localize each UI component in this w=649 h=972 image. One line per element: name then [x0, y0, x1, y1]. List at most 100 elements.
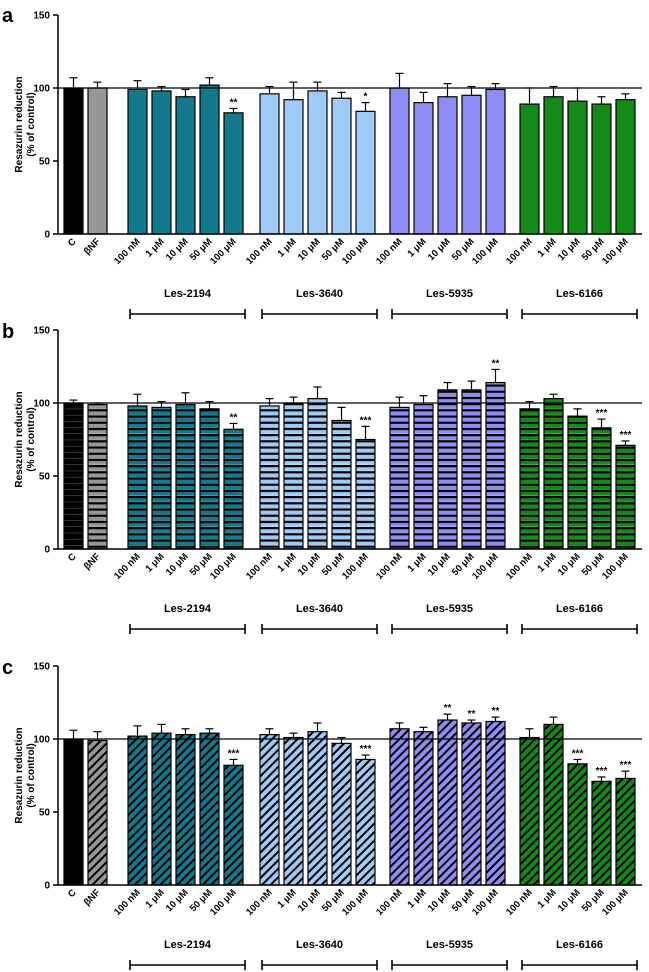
bar — [543, 96, 564, 235]
bar — [591, 103, 612, 235]
bar — [127, 88, 148, 235]
bar — [355, 758, 376, 886]
bar — [615, 444, 636, 550]
bar — [413, 731, 434, 886]
group-bracket-les-6166: Les-6166 — [521, 939, 638, 970]
significance-label: *** — [228, 748, 240, 759]
bar — [175, 96, 196, 235]
x-tick-label: 10 μM — [296, 887, 323, 914]
bar — [461, 722, 482, 886]
bar — [355, 110, 376, 235]
bar — [175, 734, 196, 886]
bar — [615, 99, 636, 235]
group-bracket-les-5935: Les-5935 — [391, 603, 508, 634]
bar — [87, 739, 108, 886]
bar — [485, 88, 506, 235]
bar-les-5935-1-μM: 1 μM — [406, 726, 434, 910]
bar — [355, 438, 376, 550]
bar-les-2194-50-μM: 50 μM — [188, 77, 220, 263]
group-label: Les-5935 — [426, 288, 473, 300]
bar-les-6166-1-μM: 1 μM — [536, 716, 564, 910]
y-tick-label: 150 — [33, 326, 50, 337]
group-bracket-les-6166: Les-6166 — [521, 603, 638, 634]
y-tick-label: 100 — [33, 399, 50, 410]
bar — [63, 738, 84, 886]
bar-les-2194-100-nM: 100 nM — [112, 725, 148, 918]
x-tick-label: 100 μM — [340, 236, 371, 267]
group-bracket-les-2194: Les-2194 — [129, 288, 246, 319]
bar — [151, 732, 172, 886]
y-tick-label: 50 — [39, 157, 51, 168]
y-tick-label: 0 — [44, 230, 50, 241]
significance-label: *** — [596, 766, 608, 777]
bar — [283, 402, 304, 550]
significance-label: ** — [492, 706, 500, 717]
y-axis-label-line2: (% of control) — [26, 92, 37, 156]
bar-les-3640-1-μM: 1 μM — [276, 732, 304, 910]
x-tick-label: 100 μM — [470, 236, 501, 267]
bar — [307, 398, 328, 550]
x-tick-label: 10 μM — [164, 236, 191, 263]
y-tick-label: 150 — [33, 11, 50, 22]
y-axis-label: Resazurin reduction (% of control) — [14, 391, 37, 487]
y-axis-label-line1: Resazurin reduction — [14, 76, 25, 172]
bar — [389, 406, 410, 550]
bar — [63, 87, 84, 235]
bar-βNF: βNF — [82, 731, 108, 908]
x-tick-label: 100 nM — [112, 551, 143, 582]
bar — [63, 402, 84, 550]
bar — [615, 777, 636, 886]
bar — [223, 764, 244, 886]
bar — [437, 719, 458, 886]
group-bracket-les-3640: Les-3640 — [261, 939, 378, 970]
group-label: Les-2194 — [164, 939, 212, 951]
x-tick-label: 100 μM — [208, 236, 239, 267]
bar-les-3640-100-nM: 100 nM — [244, 85, 280, 267]
bar — [485, 381, 506, 550]
bar — [437, 389, 458, 550]
bar — [485, 720, 506, 886]
x-tick-label: 100 μM — [208, 887, 239, 918]
bar — [331, 419, 352, 550]
group-bracket-les-2194: Les-2194 — [129, 603, 246, 634]
bar-les-2194-1-μM: 1 μM — [144, 723, 172, 910]
bar — [331, 742, 352, 886]
bar — [567, 415, 588, 550]
x-tick-label: 100 μM — [470, 887, 501, 918]
bar — [413, 101, 434, 235]
bar-les-6166-100-nM: 100 nM — [504, 400, 540, 582]
significance-label: *** — [620, 760, 632, 771]
y-axis-label-line1: Resazurin reduction — [14, 727, 25, 823]
bar-les-2194-100-nM: 100 nM — [112, 393, 148, 582]
significance-label: ** — [230, 97, 238, 108]
group-label: Les-3640 — [296, 939, 343, 951]
bar — [259, 405, 280, 550]
panel-c: c Resazurin reduction (% of control) 0 50 100… — [2, 657, 642, 970]
y-tick-label: 50 — [39, 808, 51, 819]
x-tick-label: 100 nM — [112, 887, 143, 918]
x-tick-label: 100 μM — [340, 551, 371, 582]
bar — [389, 87, 410, 235]
bar — [199, 732, 220, 886]
bar — [543, 723, 564, 886]
bar — [223, 428, 244, 550]
x-tick-label: 100 nM — [374, 887, 405, 918]
x-tick-label: 10 μM — [556, 236, 583, 263]
significance-label: *** — [620, 430, 632, 441]
bar-C: C — [63, 729, 84, 900]
panel-a: a Resazurin reduction (% of control) 0 50 100… — [2, 5, 642, 319]
x-tick-label: 100 nM — [374, 236, 405, 267]
group-label: Les-6166 — [556, 288, 603, 300]
panel-b: b Resazurin reduction (% of control) 0 50 100… — [2, 321, 642, 634]
bar — [151, 90, 172, 235]
bar — [567, 763, 588, 886]
bar-les-3640-1-μM: 1 μM — [276, 81, 304, 259]
group-label: Les-6166 — [556, 939, 603, 951]
bar-les-3640-100-nM: 100 nM — [244, 728, 280, 918]
bar — [389, 728, 410, 886]
x-tick-label: 10 μM — [556, 551, 583, 578]
significance-label: ** — [492, 358, 500, 369]
bar-les-5935-1-μM: 1 μM — [406, 395, 434, 574]
bar-les-5935-100-nM: 100 nM — [374, 722, 410, 918]
bar-les-6166-100-nM: 100 nM — [504, 728, 540, 918]
